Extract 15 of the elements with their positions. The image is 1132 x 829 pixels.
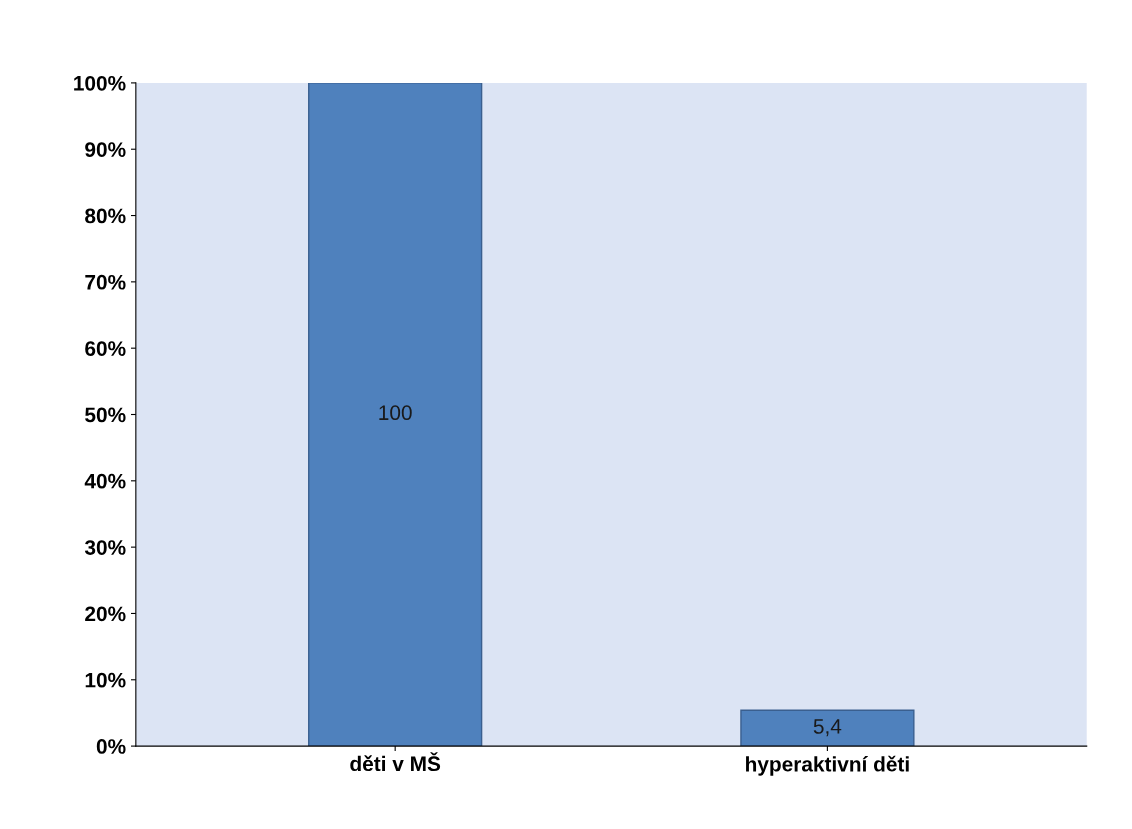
y-tick-label: 60% [85,341,126,356]
y-tick-label: 40% [84,473,126,489]
y-tick-label: 20% [85,606,126,622]
data-label: 100 [379,405,412,421]
y-tick-label: 100% [74,75,126,91]
y-tick-label: 50% [85,407,126,423]
y-tick-label: 80% [85,208,126,224]
y-tick-label: 90% [85,142,126,157]
y-tick-label: 0% [96,739,126,754]
x-tick-label: hyperaktivní děti [746,755,909,776]
y-tick-label: 10% [85,672,126,688]
y-tick-label: 70% [85,274,126,290]
data-label: 5,4 [813,719,842,737]
y-tick-label: 30% [84,540,126,555]
x-tick-label: děti v MŠ [350,752,441,772]
